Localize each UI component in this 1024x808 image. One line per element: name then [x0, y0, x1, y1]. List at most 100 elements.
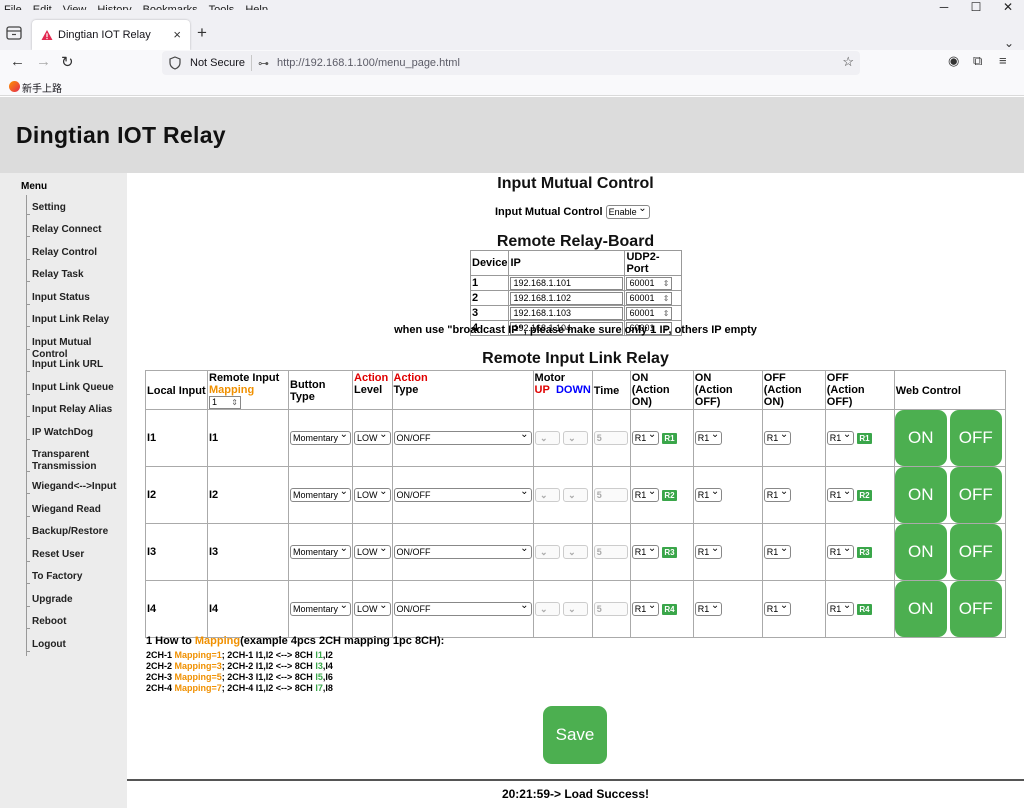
level-select[interactable]: LOW: [354, 429, 391, 445]
sidebar-item-input-link-queue[interactable]: Input Link Queue: [26, 376, 126, 399]
sidebar-item-relay-task[interactable]: Relay Task: [26, 264, 126, 286]
sidebar-item-upgrade[interactable]: Upgrade: [26, 588, 126, 611]
on-action-on-select[interactable]: R1: [631, 486, 660, 502]
off-action-on-select[interactable]: R1: [763, 429, 792, 445]
sidebar-item-input-link-url[interactable]: Input Link URL: [26, 354, 126, 376]
on-action-off-select[interactable]: R1: [694, 486, 723, 502]
sidebar-item-transparent-transmission[interactable]: Transparent Transmission: [26, 444, 126, 476]
off-action-on-select[interactable]: R1: [763, 543, 792, 559]
ip-input[interactable]: 192.168.1.104: [510, 321, 624, 335]
permissions-icon[interactable]: ⊶: [258, 57, 270, 70]
sidebar-item-reboot[interactable]: Reboot: [26, 611, 126, 633]
on-action-on-select[interactable]: R1: [631, 600, 660, 616]
close-tab-icon[interactable]: ×: [173, 27, 181, 42]
off-action-on-select[interactable]: R1: [763, 486, 792, 502]
address-bar[interactable]: Not Secure ⊶ http://192.168.1.100/menu_p…: [162, 51, 860, 75]
off-action-off-select[interactable]: R1: [826, 600, 855, 616]
forward-icon[interactable]: →: [36, 53, 51, 70]
web-off-button[interactable]: OFF: [949, 467, 1002, 523]
time-input[interactable]: 5: [593, 602, 628, 616]
close-window-button[interactable]: ✕: [1002, 0, 1014, 14]
web-on-button[interactable]: ON: [894, 410, 947, 466]
port-input[interactable]: 60001: [626, 291, 673, 305]
action-type-select[interactable]: ON/OFF: [393, 486, 532, 502]
off-action-off-select[interactable]: R1: [826, 486, 855, 502]
port-input[interactable]: 60001: [626, 306, 673, 320]
motor-up-select[interactable]: ⌄: [534, 545, 560, 559]
maximize-button[interactable]: ☐: [970, 0, 982, 14]
motor-down-select[interactable]: ⌄: [562, 488, 588, 502]
level-select[interactable]: LOW: [354, 600, 391, 616]
mutual-select[interactable]: Enable: [605, 203, 650, 219]
account-icon[interactable]: ◉: [948, 53, 960, 68]
action-type-select[interactable]: ON/OFF: [393, 429, 532, 445]
off-action-on-select[interactable]: R1: [763, 600, 792, 616]
list-all-tabs-icon[interactable]: ⌄: [1003, 36, 1014, 50]
ip-input[interactable]: 192.168.1.103: [510, 306, 624, 320]
on-action-off-select[interactable]: R1: [694, 543, 723, 559]
shield-icon[interactable]: [169, 56, 181, 70]
sidebar-item-reset-user[interactable]: Reset User: [26, 543, 126, 566]
sidebar-item-input-mutual-control[interactable]: Input Mutual Control: [26, 331, 126, 360]
not-secure-label[interactable]: Not Secure: [190, 57, 246, 69]
action-type-select[interactable]: ON/OFF: [393, 543, 532, 559]
sidebar-item-to-factory[interactable]: To Factory: [26, 566, 126, 588]
reload-icon[interactable]: ↻: [61, 54, 74, 71]
motor-down-select[interactable]: ⌄: [562, 602, 588, 616]
ip-input[interactable]: 192.168.1.102: [510, 291, 624, 305]
sidebar-item-wiegand-input[interactable]: Wiegand<-->Input: [26, 476, 126, 498]
level-select[interactable]: LOW: [354, 486, 391, 502]
port-input[interactable]: 60001: [626, 276, 673, 290]
on-action-on-select[interactable]: R1: [631, 543, 660, 559]
new-tab-button[interactable]: +: [197, 23, 207, 42]
motor-down-select[interactable]: ⌄: [562, 431, 588, 445]
web-on-button[interactable]: ON: [894, 524, 947, 580]
level-select[interactable]: LOW: [354, 543, 391, 559]
sidebar-item-input-relay-alias[interactable]: Input Relay Alias: [26, 399, 126, 421]
motor-down-select[interactable]: ⌄: [562, 545, 588, 559]
web-off-button[interactable]: OFF: [949, 581, 1002, 637]
on-action-off-select[interactable]: R1: [694, 429, 723, 445]
sidebar-item-input-status[interactable]: Input Status: [26, 286, 126, 309]
web-off-button[interactable]: OFF: [949, 410, 1002, 466]
sidebar-item-setting[interactable]: Setting: [26, 195, 126, 219]
browser-tab[interactable]: Dingtian IOT Relay ×: [32, 20, 190, 50]
time-input[interactable]: 5: [593, 488, 628, 502]
url-text[interactable]: http://192.168.1.100/menu_page.html: [277, 57, 460, 69]
sidebar-item-relay-connect[interactable]: Relay Connect: [26, 219, 126, 241]
extensions-icon[interactable]: ⧉: [973, 53, 983, 68]
action-type-select[interactable]: ON/OFF: [393, 600, 532, 616]
sidebar-item-ip-watchdog[interactable]: IP WatchDog: [26, 421, 126, 444]
sidebar-item-relay-control[interactable]: Relay Control: [26, 241, 126, 264]
back-icon[interactable]: ←: [10, 53, 25, 70]
sidebar-item-logout[interactable]: Logout: [26, 633, 126, 656]
on-action-on-select[interactable]: R1: [631, 429, 660, 445]
sidebar-item-backup-restore[interactable]: Backup/Restore: [26, 521, 126, 543]
button-type-select[interactable]: Momentary: [290, 486, 352, 502]
motor-up-select[interactable]: ⌄: [534, 602, 560, 616]
time-input[interactable]: 5: [593, 431, 628, 445]
sidebar-item-wiegand-read[interactable]: Wiegand Read: [26, 498, 126, 521]
bookmark-item[interactable]: 新手上路: [22, 84, 62, 95]
off-action-off-select[interactable]: R1: [826, 543, 855, 559]
sidebar-item-input-link-relay[interactable]: Input Link Relay: [26, 309, 126, 331]
minimize-button[interactable]: ─: [939, 0, 949, 14]
off-action-off-select[interactable]: R1: [826, 429, 855, 445]
motor-up-select[interactable]: ⌄: [534, 488, 560, 502]
button-type-select[interactable]: Momentary: [290, 600, 352, 616]
web-off-button[interactable]: OFF: [949, 524, 1002, 580]
time-input[interactable]: 5: [593, 545, 628, 559]
ip-input[interactable]: 192.168.1.101: [510, 276, 624, 290]
save-button[interactable]: Save: [543, 706, 607, 764]
motor-up-select[interactable]: ⌄: [534, 431, 560, 445]
mapping-input[interactable]: 1: [209, 396, 241, 409]
bookmark-star-icon[interactable]: ☆: [842, 54, 854, 69]
app-menu-icon[interactable]: ≡: [999, 53, 1007, 68]
on-action-off-select[interactable]: R1: [694, 600, 723, 616]
tab-list-icon[interactable]: [6, 26, 22, 40]
web-on-button[interactable]: ON: [894, 581, 947, 637]
button-type-select[interactable]: Momentary: [290, 543, 352, 559]
port-input[interactable]: 60001: [626, 321, 673, 335]
web-on-button[interactable]: ON: [894, 467, 947, 523]
button-type-select[interactable]: Momentary: [290, 429, 352, 445]
